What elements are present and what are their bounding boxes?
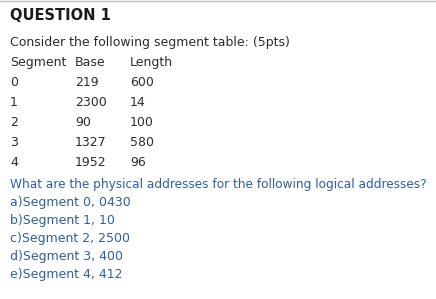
Text: Base: Base	[75, 56, 106, 69]
Text: 2300: 2300	[75, 96, 107, 109]
Text: 96: 96	[130, 156, 146, 169]
Text: 2: 2	[10, 116, 18, 129]
Text: b)Segment 1, 10: b)Segment 1, 10	[10, 214, 115, 227]
Text: 600: 600	[130, 76, 154, 89]
Text: 4: 4	[10, 156, 18, 169]
Text: 219: 219	[75, 76, 99, 89]
Text: Length: Length	[130, 56, 173, 69]
Text: 90: 90	[75, 116, 91, 129]
Text: a)Segment 0, 0430: a)Segment 0, 0430	[10, 196, 131, 209]
Text: 1952: 1952	[75, 156, 107, 169]
Text: Segment: Segment	[10, 56, 66, 69]
Text: 580: 580	[130, 136, 154, 149]
Text: 1327: 1327	[75, 136, 107, 149]
Text: 1: 1	[10, 96, 18, 109]
Text: 100: 100	[130, 116, 154, 129]
Text: What are the physical addresses for the following logical addresses?: What are the physical addresses for the …	[10, 178, 426, 191]
Text: e)Segment 4, 412: e)Segment 4, 412	[10, 268, 123, 281]
Text: 0: 0	[10, 76, 18, 89]
Text: Consider the following segment table: (5pts): Consider the following segment table: (5…	[10, 36, 290, 49]
Text: d)Segment 3, 400: d)Segment 3, 400	[10, 250, 123, 263]
Text: c)Segment 2, 2500: c)Segment 2, 2500	[10, 232, 130, 245]
Text: QUESTION 1: QUESTION 1	[10, 8, 111, 23]
Text: 3: 3	[10, 136, 18, 149]
Text: 14: 14	[130, 96, 146, 109]
